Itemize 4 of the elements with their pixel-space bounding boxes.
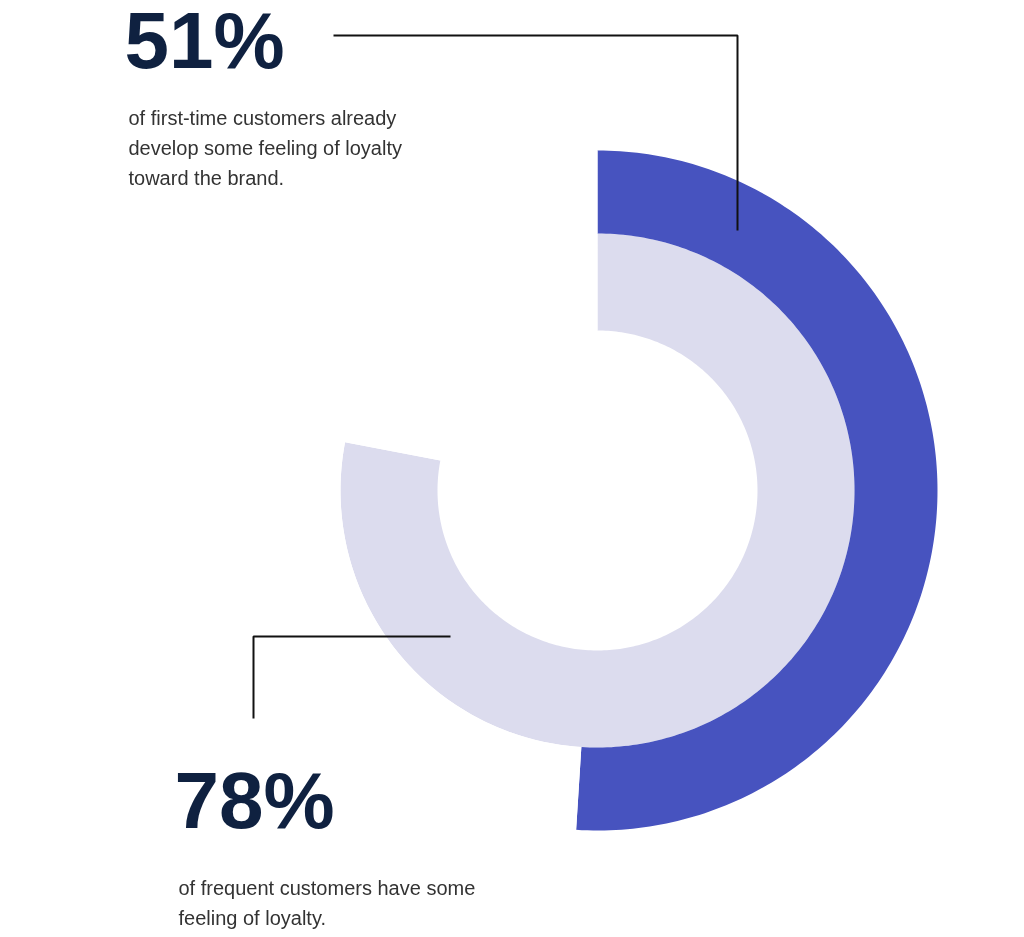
text: 78% [174, 756, 335, 845]
text: of frequent customers have some feeling of loyalty. [178, 876, 476, 929]
text: 51% [124, 0, 285, 85]
text: of first-time customers already develop some feeling of loyalty toward the brand. [128, 106, 402, 189]
